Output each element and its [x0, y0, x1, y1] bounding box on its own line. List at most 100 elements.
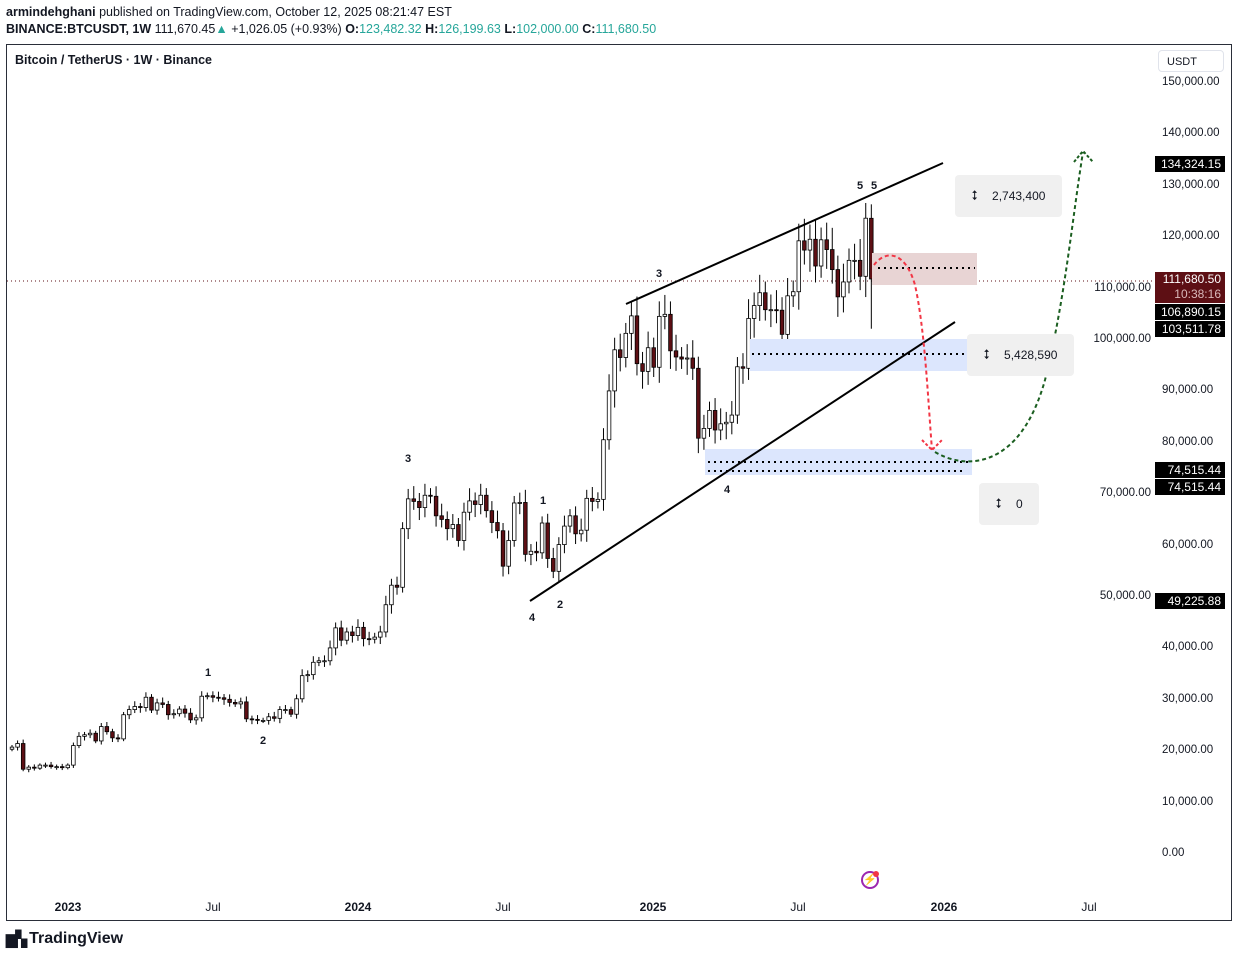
candle [824, 222, 829, 269]
candle [188, 708, 193, 724]
candle [20, 739, 26, 772]
candle-body [322, 660, 327, 663]
candle-body [484, 494, 489, 512]
candle-body [774, 309, 779, 312]
chart-frame[interactable] [6, 44, 1232, 921]
bearish-projection-arrow [873, 254, 933, 451]
price-tick: 60,000.00 [1162, 538, 1214, 551]
candle [316, 656, 322, 667]
candle [43, 762, 48, 768]
candle [311, 656, 316, 680]
candle-body [478, 494, 483, 505]
candle-body [606, 390, 612, 441]
candle-body [768, 309, 774, 312]
candle [71, 742, 76, 768]
candle-body [740, 366, 746, 369]
candle-body [277, 709, 283, 719]
candle-body [54, 766, 59, 769]
candle [774, 290, 779, 324]
price-tick: 100,000.00 [1093, 333, 1151, 345]
candle-body [746, 318, 751, 369]
candle [489, 501, 495, 534]
candle [166, 700, 171, 720]
candle [807, 224, 813, 272]
candle [684, 344, 690, 375]
candle [450, 514, 456, 538]
candle-body [528, 550, 534, 555]
measurement-box[interactable]: ⭥ 2,743,400 [955, 175, 1062, 217]
lightning-icon[interactable]: ⚡ [861, 871, 879, 889]
candle-body [372, 636, 377, 640]
resistance-zone [872, 253, 977, 285]
high-label: H: [425, 22, 439, 36]
candle [115, 734, 121, 743]
candle-body [210, 695, 216, 698]
publish-info: armindehghani published on TradingView.c… [6, 5, 452, 20]
price-tick: 150,000.00 [1162, 76, 1220, 88]
author[interactable]: armindehghani [6, 5, 96, 19]
candle-body [551, 558, 556, 572]
candle [355, 619, 361, 641]
candle [199, 691, 204, 722]
candle-body [824, 239, 829, 250]
candle [411, 486, 416, 510]
candle [551, 547, 556, 579]
candle-body [489, 510, 495, 523]
candle [288, 706, 294, 717]
candle-body [143, 696, 149, 708]
candle-body [757, 292, 762, 306]
bullish-arrowhead [1073, 149, 1094, 163]
candle [154, 698, 160, 715]
candle [539, 516, 545, 559]
wave-label-5: 5 [856, 180, 864, 192]
measurement-box[interactable]: ⭥ 5,428,590 [967, 334, 1074, 376]
candle [534, 541, 539, 562]
candle-body [76, 735, 82, 746]
candle [333, 622, 338, 656]
candle [768, 294, 774, 328]
candle-body [37, 764, 43, 769]
candle-body [818, 239, 824, 267]
price-label-level: 103,511.78 [1155, 321, 1225, 337]
price-label-target: 134,324.15 [1155, 156, 1225, 172]
candle [562, 515, 567, 554]
time-tick: Jul [1081, 900, 1097, 914]
currency-selector[interactable]: USDT [1158, 50, 1224, 72]
candle [467, 488, 472, 521]
wave-label-1: 1 [204, 667, 212, 679]
candle-body [629, 315, 634, 334]
candle [372, 632, 377, 644]
candle [651, 337, 656, 377]
price-label-level: 106,890.15 [1155, 304, 1225, 320]
candle [327, 640, 333, 666]
candle-body [327, 647, 333, 662]
candle [740, 353, 746, 384]
candle [751, 292, 757, 338]
candle [673, 334, 679, 371]
candle-body [126, 709, 132, 716]
candle [857, 239, 863, 291]
tradingview-logo[interactable]: ▆▚ TradingView [6, 930, 123, 948]
candle-body [679, 356, 684, 360]
candle [595, 492, 601, 509]
candle [545, 513, 550, 568]
measurement-box[interactable]: ⭥ 0 [979, 483, 1039, 525]
candle [221, 694, 227, 705]
candle [15, 740, 20, 751]
candle-body [60, 766, 65, 769]
candle-body [712, 410, 718, 431]
candle [484, 488, 489, 518]
open-label: O: [345, 22, 360, 36]
time-tick: 2025 [639, 900, 667, 914]
candle [629, 300, 634, 350]
brand-name: TradingView [29, 930, 124, 947]
candle-body [272, 716, 277, 719]
wave-label-3: 3 [655, 268, 663, 280]
candle-body [645, 347, 651, 372]
candle-body [299, 675, 305, 700]
candle-body [43, 764, 48, 767]
high-value: 126,199.63 [438, 22, 501, 36]
bullish-projection-arrow [934, 151, 1084, 463]
candle-body [232, 701, 238, 705]
